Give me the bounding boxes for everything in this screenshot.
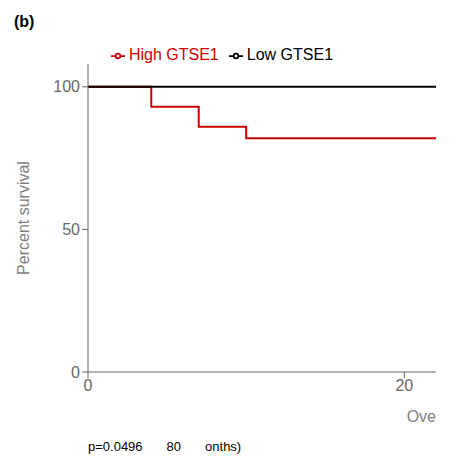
html-text:High GTSE1: High GTSE1 xyxy=(129,46,219,63)
svg-text:0: 0 xyxy=(84,377,93,394)
svg-text:50: 50 xyxy=(62,221,80,238)
svg-text:100: 100 xyxy=(53,78,80,95)
html-text:p=0.0496: p=0.0496 xyxy=(88,438,143,454)
html-text:(b): (b) xyxy=(14,13,35,30)
html-text:80: 80 xyxy=(166,438,182,454)
svg-text:20: 20 xyxy=(395,377,413,394)
svg-text:Percent survival: Percent survival xyxy=(15,161,32,275)
html-text:Low GTSE1: Low GTSE1 xyxy=(246,46,333,63)
html-text:onths): onths) xyxy=(205,438,242,454)
svg-text:0: 0 xyxy=(71,364,80,381)
svg-text:Ove: Ove xyxy=(407,408,436,425)
